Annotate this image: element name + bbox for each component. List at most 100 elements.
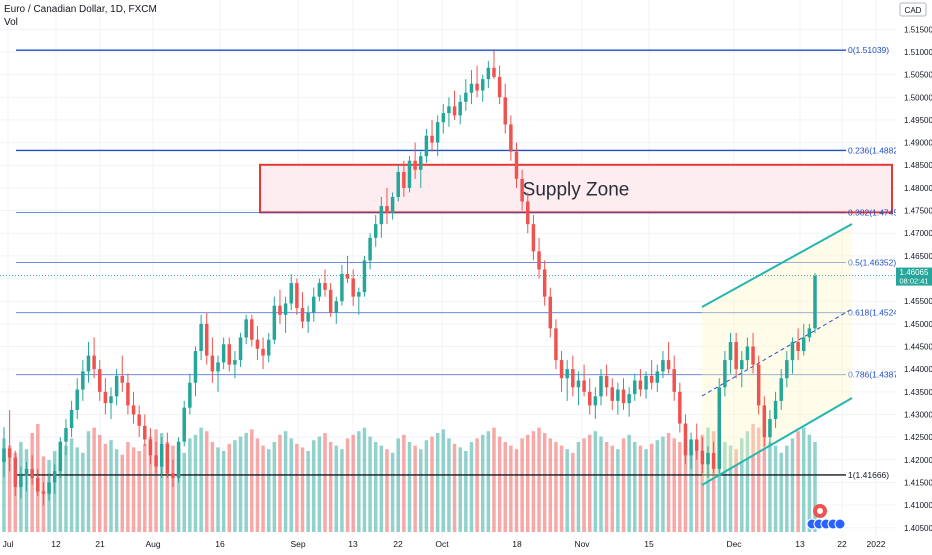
- volume-bar: [413, 445, 417, 532]
- candle-body: [413, 160, 417, 170]
- fib-label: 0.382(1.47458): [848, 207, 906, 217]
- candle-body: [216, 362, 220, 372]
- volume-bar: [385, 449, 389, 532]
- time-tick-label: 2022: [867, 539, 886, 549]
- volume-bar: [312, 440, 316, 532]
- volume-bar: [306, 451, 310, 532]
- candle-body: [740, 360, 744, 370]
- volume-bar: [486, 431, 491, 532]
- volume-bar: [407, 442, 412, 532]
- candle-body: [199, 323, 203, 352]
- volume-bar: [576, 442, 581, 532]
- volume-bar: [368, 436, 372, 532]
- news-flag-icon[interactable]: [834, 518, 846, 530]
- volume-bar: [323, 433, 327, 532]
- candle-body: [576, 380, 581, 388]
- candle-body: [548, 296, 553, 329]
- currency-badge[interactable]: [899, 2, 927, 17]
- candle-body: [227, 344, 232, 365]
- channel-mid-line[interactable]: [701, 308, 853, 397]
- volume-bar: [283, 431, 288, 532]
- candle-body: [171, 473, 175, 478]
- volume-bar: [120, 454, 125, 532]
- candle-body: [368, 237, 372, 261]
- price-tick-label: 1.49500: [904, 116, 932, 125]
- price-tick-label: 1.50500: [904, 71, 932, 80]
- volume-bar: [64, 445, 68, 532]
- candle-body: [283, 303, 288, 315]
- volume-bar: [756, 427, 761, 532]
- countdown-value: 08:02:41: [899, 277, 928, 286]
- volume-bar: [317, 436, 322, 532]
- candle-body: [537, 251, 541, 270]
- time-tick-label: 13: [795, 539, 805, 549]
- time-tick-label: Dec: [726, 539, 742, 549]
- price-tick-label: 1.47000: [904, 229, 932, 238]
- candle-body: [109, 396, 113, 404]
- supply-zone-box[interactable]: [259, 163, 893, 214]
- candle-body: [334, 301, 339, 313]
- candle-body: [272, 305, 277, 340]
- candle-body: [762, 405, 767, 438]
- candle-body: [813, 275, 817, 329]
- candle-body: [255, 339, 260, 349]
- candle-body: [103, 391, 108, 404]
- candle-body: [75, 389, 79, 410]
- candle-body: [385, 206, 389, 213]
- volume-bar: [480, 434, 485, 532]
- candle-body: [599, 375, 603, 397]
- currency-badge-text: CAD: [905, 6, 922, 15]
- volume-bar: [148, 436, 153, 532]
- volume-bar: [238, 436, 243, 532]
- price-axis[interactable]: 1.51500 1.51000 1.50500 1.50000 1.49500 1.490…: [896, 0, 932, 550]
- candle-body: [773, 400, 778, 420]
- candle-body: [633, 380, 637, 395]
- time-tick-label: 18: [512, 539, 522, 549]
- candle-body: [542, 269, 547, 297]
- volume-bar: [638, 445, 643, 532]
- volume-bar: [559, 445, 564, 532]
- volume-bar: [221, 451, 226, 532]
- candle-body: [700, 450, 705, 465]
- candle-body: [351, 278, 355, 297]
- volume-bar: [340, 449, 344, 532]
- candle-body: [221, 344, 226, 363]
- fib-levels[interactable]: 0(1.51039) 0.236(1.48827) 0.382(1.47458) 0.…: [16, 45, 906, 480]
- volume-bar: [328, 442, 333, 532]
- candle-body: [30, 468, 34, 478]
- channel-upper-line[interactable]: [701, 223, 853, 308]
- candle-body: [24, 468, 29, 476]
- time-tick-label: 21: [95, 539, 105, 549]
- volume-bar: [114, 449, 119, 532]
- volume-bar: [188, 438, 192, 532]
- fib-label: 0.786(1.43878): [848, 370, 906, 380]
- supply-zone[interactable]: Supply Zone: [259, 163, 893, 214]
- volume-bar: [98, 434, 102, 532]
- volume-bar: [745, 431, 750, 532]
- candle-body: [728, 341, 733, 361]
- candle-body: [407, 160, 412, 188]
- candle-body: [126, 382, 130, 406]
- candles: [2, 50, 817, 506]
- price-tick-label: 1.44500: [904, 343, 932, 352]
- event-marker-dot: [817, 508, 823, 514]
- volume-bar: [475, 438, 479, 532]
- volume-bar: [464, 451, 468, 532]
- candle-body: [497, 76, 502, 98]
- price-tick-label: 1.43000: [904, 410, 932, 419]
- volume-bar: [633, 442, 637, 532]
- time-axis[interactable]: Jul 12 21 Aug 16 Sep 13 22 Oct 18 Nov 15 Dec 13 22 2022: [3, 539, 886, 549]
- candle-body: [143, 425, 147, 440]
- candle-body: [312, 296, 316, 313]
- volume-bar: [435, 433, 440, 532]
- volume-label: Vol: [4, 17, 18, 28]
- candle-body: [790, 341, 795, 361]
- channel-lower-line[interactable]: [701, 397, 853, 486]
- candle-body: [98, 369, 102, 392]
- candle-body: [441, 113, 446, 123]
- fib-label: 0.5(1.46352): [848, 258, 896, 268]
- volume-bar: [666, 433, 671, 532]
- candle-body: [266, 339, 271, 356]
